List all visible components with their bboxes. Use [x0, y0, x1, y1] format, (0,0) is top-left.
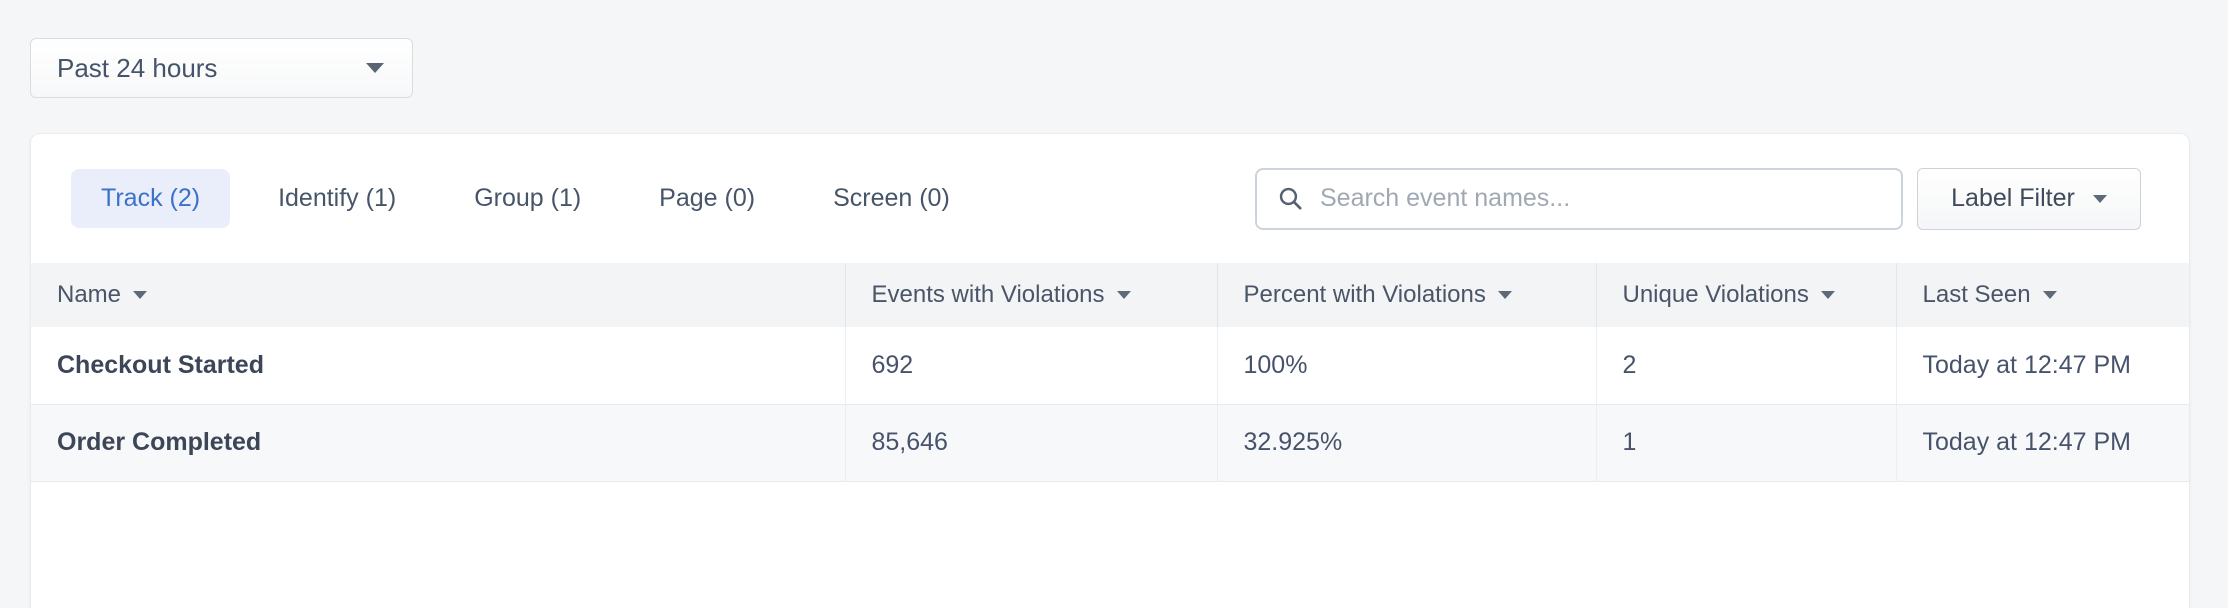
column-header-events-with-violations[interactable]: Events with Violations — [845, 263, 1218, 327]
unique-violations-value: 2 — [1596, 327, 1897, 405]
percent-with-violations-value: 32.925% — [1217, 404, 1597, 482]
events-with-violations-value: 692 — [845, 327, 1218, 405]
label-filter-button[interactable]: Label Filter — [1917, 167, 2141, 230]
label-filter-text: Label Filter — [1951, 184, 2075, 212]
last-seen-value: Today at 12:47 PM — [1896, 404, 2189, 482]
tab-identify[interactable]: Identify (1) — [278, 184, 397, 212]
tab-screen[interactable]: Screen (0) — [833, 184, 950, 212]
column-header-percent-with-violations[interactable]: Percent with Violations — [1217, 263, 1597, 327]
time-range-dropdown[interactable]: Past 24 hours — [30, 38, 413, 98]
event-name: Order Completed — [31, 404, 846, 482]
event-type-tabs: Track (2) Identify (1) Group (1) Page (0… — [71, 169, 998, 228]
chevron-down-icon — [2092, 194, 2107, 203]
unique-violations-value: 1 — [1596, 404, 1897, 482]
table-header-row: Name Events with Violations Percent with… — [31, 263, 2189, 327]
sort-caret-icon — [1820, 291, 1835, 299]
search-box[interactable] — [1255, 167, 1903, 230]
column-header-unique-violations[interactable]: Unique Violations — [1596, 263, 1897, 327]
last-seen-value: Today at 12:47 PM — [1896, 327, 2189, 405]
violations-card: Track (2) Identify (1) Group (1) Page (0… — [30, 133, 2190, 608]
violations-table: Name Events with Violations Percent with… — [31, 263, 2189, 482]
sort-caret-icon — [1116, 291, 1131, 299]
tab-track[interactable]: Track (2) — [71, 169, 231, 228]
tab-page[interactable]: Page (0) — [659, 184, 756, 212]
event-name: Checkout Started — [31, 327, 846, 405]
time-range-label: Past 24 hours — [57, 52, 218, 83]
tab-group[interactable]: Group (1) — [474, 184, 582, 212]
column-header-last-seen[interactable]: Last Seen — [1896, 263, 2189, 327]
table-row[interactable]: Order Completed 85,646 32.925% 1 Today a… — [31, 404, 2189, 482]
sort-caret-icon — [133, 291, 148, 299]
sort-caret-icon — [1497, 291, 1512, 299]
events-with-violations-value: 85,646 — [845, 404, 1218, 482]
search-input[interactable] — [1320, 184, 1881, 213]
column-header-name[interactable]: Name — [31, 263, 846, 327]
percent-with-violations-value: 100% — [1217, 327, 1597, 405]
table-row[interactable]: Checkout Started 692 100% 2 Today at 12:… — [31, 327, 2189, 405]
search-icon — [1279, 187, 1302, 210]
toolbar: Track (2) Identify (1) Group (1) Page (0… — [31, 134, 2189, 263]
chevron-down-icon — [366, 63, 384, 73]
sort-caret-icon — [2042, 291, 2057, 299]
